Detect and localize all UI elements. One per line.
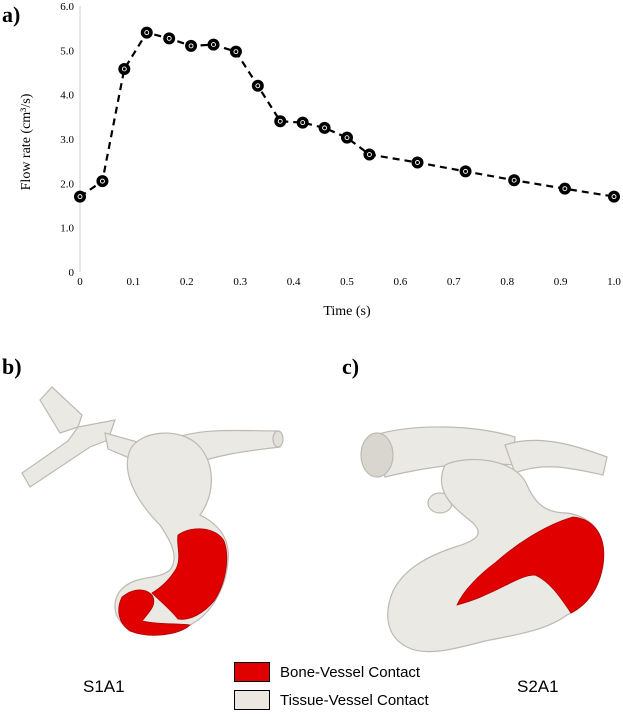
data-point	[229, 45, 242, 58]
x-tick-label: 0.3	[233, 276, 247, 288]
data-point-center	[562, 186, 568, 192]
x-tick-labels: 0 0.1 0.2 0.3 0.4 0.5 0.6 0.7 0.8 0.9 1.0	[77, 276, 621, 288]
data-point	[163, 32, 176, 45]
data-point-center	[277, 118, 283, 124]
legend-swatch-tissue	[234, 690, 270, 710]
y-tick-label: 6.0	[60, 1, 74, 13]
y-tick-label: 4.0	[60, 90, 74, 102]
data-point	[140, 26, 153, 39]
data-point	[251, 79, 264, 92]
y-tick-label: 2.0	[60, 178, 74, 190]
data-point	[411, 156, 424, 169]
data-point-center	[255, 83, 261, 89]
x-tick-label: 0	[77, 276, 83, 288]
data-point	[96, 175, 109, 188]
data-point	[185, 39, 198, 52]
vessel-model-s2a1	[360, 426, 608, 653]
legend-label-tissue: Tissue-Vessel Contact	[280, 691, 429, 709]
model-label-s2a1: S2A1	[517, 677, 559, 696]
series-line	[79, 31, 615, 198]
bone-contact-region	[456, 516, 605, 614]
model-label-s1a1: S1A1	[83, 677, 125, 696]
x-tick-label: 0.9	[554, 276, 568, 288]
y-tick-label: 0	[69, 267, 75, 279]
data-point	[74, 190, 86, 203]
data-point-center	[611, 194, 617, 200]
x-tick-label: 0.5	[340, 276, 354, 288]
y-tick-label: 1.0	[60, 223, 74, 235]
x-tick-label: 0.8	[500, 276, 514, 288]
x-tick-label: 0.6	[394, 276, 408, 288]
data-point	[363, 148, 376, 161]
panel-label-c: c)	[342, 354, 360, 379]
data-point-center	[415, 160, 420, 165]
vessel-body	[360, 426, 608, 653]
legend-item-tissue-vessel: Tissue-Vessel Contact	[234, 688, 429, 712]
contact-legend: Bone-Vessel Contact Tissue-Vessel Contac…	[234, 660, 429, 716]
data-point	[118, 62, 131, 75]
data-point	[318, 121, 331, 134]
data-point-center	[322, 125, 328, 131]
data-point	[508, 174, 521, 187]
x-tick-label: 1.0	[607, 276, 621, 288]
data-point-center	[77, 194, 83, 200]
vessel-model-s1a1	[21, 386, 284, 636]
y-tick-labels: 0 1.0 2.0 3.0 4.0 5.0 6.0	[60, 1, 74, 279]
data-point	[608, 190, 620, 203]
data-point	[274, 115, 287, 128]
data-point-center	[211, 42, 216, 48]
data-point	[341, 131, 353, 144]
data-point-center	[233, 49, 239, 55]
data-point-center	[463, 168, 468, 174]
data-point-center	[344, 135, 350, 141]
data-point-center	[300, 120, 306, 126]
data-point-center	[99, 178, 105, 184]
data-point	[558, 182, 571, 195]
y-tick-label: 5.0	[60, 45, 74, 57]
legend-label-bone: Bone-Vessel Contact	[280, 663, 421, 681]
data-point-center	[144, 30, 150, 36]
panel-label-b: b)	[2, 354, 22, 379]
panel-label-a: a)	[2, 2, 21, 27]
data-point-center	[166, 35, 172, 41]
data-point-center	[188, 43, 194, 49]
legend-swatch-bone	[234, 662, 270, 682]
x-tick-label: 0.7	[447, 276, 461, 288]
flow-rate-chart: 01.02.03.04.05.06.0 0 0.1 0.2 0.3 0.4 0.5 0.6 0…	[19, 1, 621, 319]
x-tick-label: 0.1	[127, 276, 141, 288]
x-tick-label: 0.4	[287, 276, 301, 288]
flow-rate-series	[74, 26, 620, 203]
data-point-center	[366, 152, 372, 157]
bone-contact-region	[118, 528, 228, 636]
x-axis-label: Time (s)	[323, 304, 371, 319]
data-point	[207, 38, 220, 51]
x-tick-label: 0.2	[180, 276, 194, 288]
legend-item-bone-vessel: Bone-Vessel Contact	[234, 660, 429, 684]
y-tick-label: 3.0	[60, 134, 74, 146]
data-point-center	[511, 177, 517, 183]
data-point	[459, 165, 472, 178]
data-point	[296, 116, 309, 129]
y-axis-label: Flow rate (cm³/s)	[19, 93, 34, 190]
data-point-center	[121, 66, 127, 72]
